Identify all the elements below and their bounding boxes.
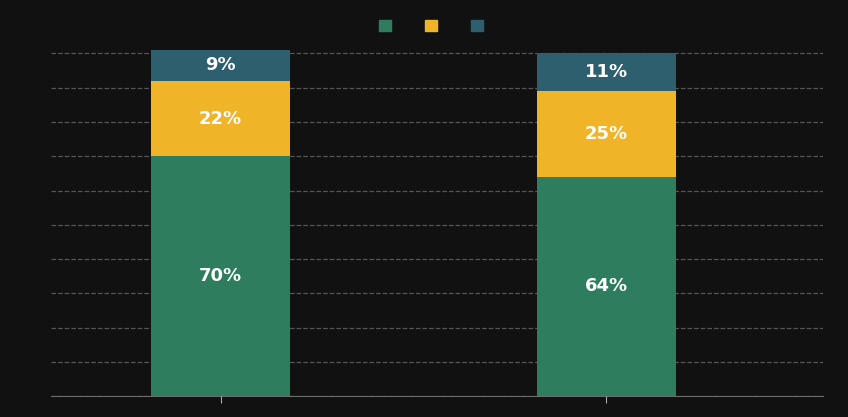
Text: 11%: 11% [585, 63, 628, 81]
Text: 9%: 9% [205, 56, 236, 75]
Text: 22%: 22% [199, 110, 243, 128]
Legend:  ,  ,  : , , [373, 13, 500, 40]
Bar [537, 177, 676, 396]
Text: 70%: 70% [199, 267, 243, 285]
Bar [151, 156, 290, 396]
Text: 64%: 64% [585, 277, 628, 296]
Text: 25%: 25% [585, 125, 628, 143]
Bar [151, 50, 290, 81]
Bar [537, 91, 676, 177]
Bar [537, 53, 676, 91]
Bar [151, 81, 290, 156]
